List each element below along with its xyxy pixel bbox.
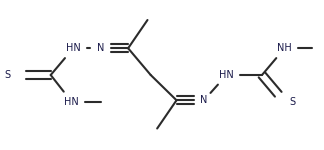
Text: HN: HN bbox=[66, 43, 81, 53]
Text: S: S bbox=[289, 97, 295, 107]
Text: HN: HN bbox=[219, 70, 234, 80]
Text: NH: NH bbox=[277, 43, 292, 53]
Text: S: S bbox=[4, 70, 10, 80]
Text: HN: HN bbox=[64, 97, 79, 107]
Text: N: N bbox=[97, 43, 104, 53]
Text: N: N bbox=[200, 95, 208, 105]
